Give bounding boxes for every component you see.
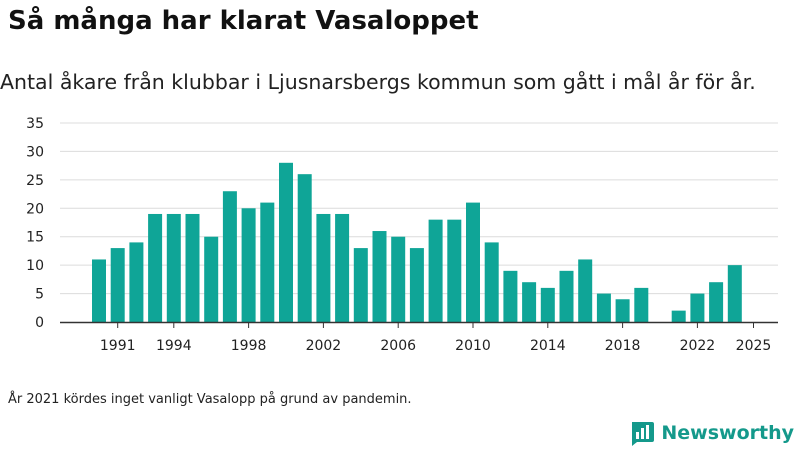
bar — [466, 202, 480, 322]
x-tick-label: 2010 — [455, 338, 491, 354]
bar — [540, 287, 555, 322]
bar — [690, 293, 705, 322]
x-tick-label: 1998 — [231, 338, 267, 354]
bar — [129, 242, 144, 322]
brand: Newsworthy — [629, 420, 794, 446]
bar — [391, 236, 406, 322]
bar — [503, 270, 518, 322]
bar — [335, 213, 350, 322]
x-tick-label: 2014 — [530, 338, 566, 354]
x-tick-label: 2002 — [306, 338, 342, 354]
bar — [353, 248, 368, 322]
bar — [709, 282, 724, 322]
bar — [316, 213, 331, 322]
bar — [297, 174, 312, 322]
newsworthy-logo-icon — [632, 422, 655, 446]
y-tick-label: 25 — [26, 173, 44, 189]
bar — [559, 270, 574, 322]
x-tick-label: 1994 — [156, 338, 192, 354]
bar — [428, 219, 443, 322]
bar — [522, 282, 537, 322]
bar — [222, 191, 237, 322]
bar — [727, 265, 742, 322]
y-tick-label: 35 — [26, 116, 44, 132]
y-tick-label: 5 — [35, 287, 44, 303]
x-tick-label: 1991 — [100, 338, 136, 354]
bar — [148, 213, 163, 322]
footnote: År 2021 kördes inget vanligt Vasalopp på… — [8, 392, 412, 407]
x-tick-label: 2022 — [680, 338, 716, 354]
bar — [409, 248, 424, 322]
y-tick-label: 30 — [26, 144, 44, 160]
x-tick-label: 2025 — [736, 338, 772, 354]
bar — [166, 213, 181, 322]
bar — [260, 202, 275, 322]
bar — [484, 242, 499, 322]
bar — [92, 259, 106, 322]
bar — [447, 219, 462, 322]
bar — [204, 236, 219, 322]
bar — [279, 162, 293, 322]
bar — [578, 259, 593, 322]
bar — [671, 310, 686, 322]
bar — [615, 299, 630, 322]
x-tick-label: 2006 — [380, 338, 416, 354]
y-tick-label: 0 — [35, 315, 44, 331]
bar — [634, 287, 649, 322]
y-tick-label: 15 — [26, 230, 44, 246]
chart-subtitle: Antal åkare från klubbar i Ljusnarsbergs… — [0, 70, 756, 94]
chart-title: Så många har klarat Vasaloppet — [8, 6, 479, 36]
bar — [596, 293, 611, 322]
bar — [110, 248, 125, 322]
bar — [372, 231, 387, 322]
y-tick-label: 20 — [26, 201, 44, 217]
bar — [241, 208, 256, 322]
y-tick-label: 10 — [26, 258, 44, 274]
x-tick-label: 2018 — [605, 338, 641, 354]
bar — [185, 213, 200, 322]
brand-name: Newsworthy — [661, 422, 794, 444]
